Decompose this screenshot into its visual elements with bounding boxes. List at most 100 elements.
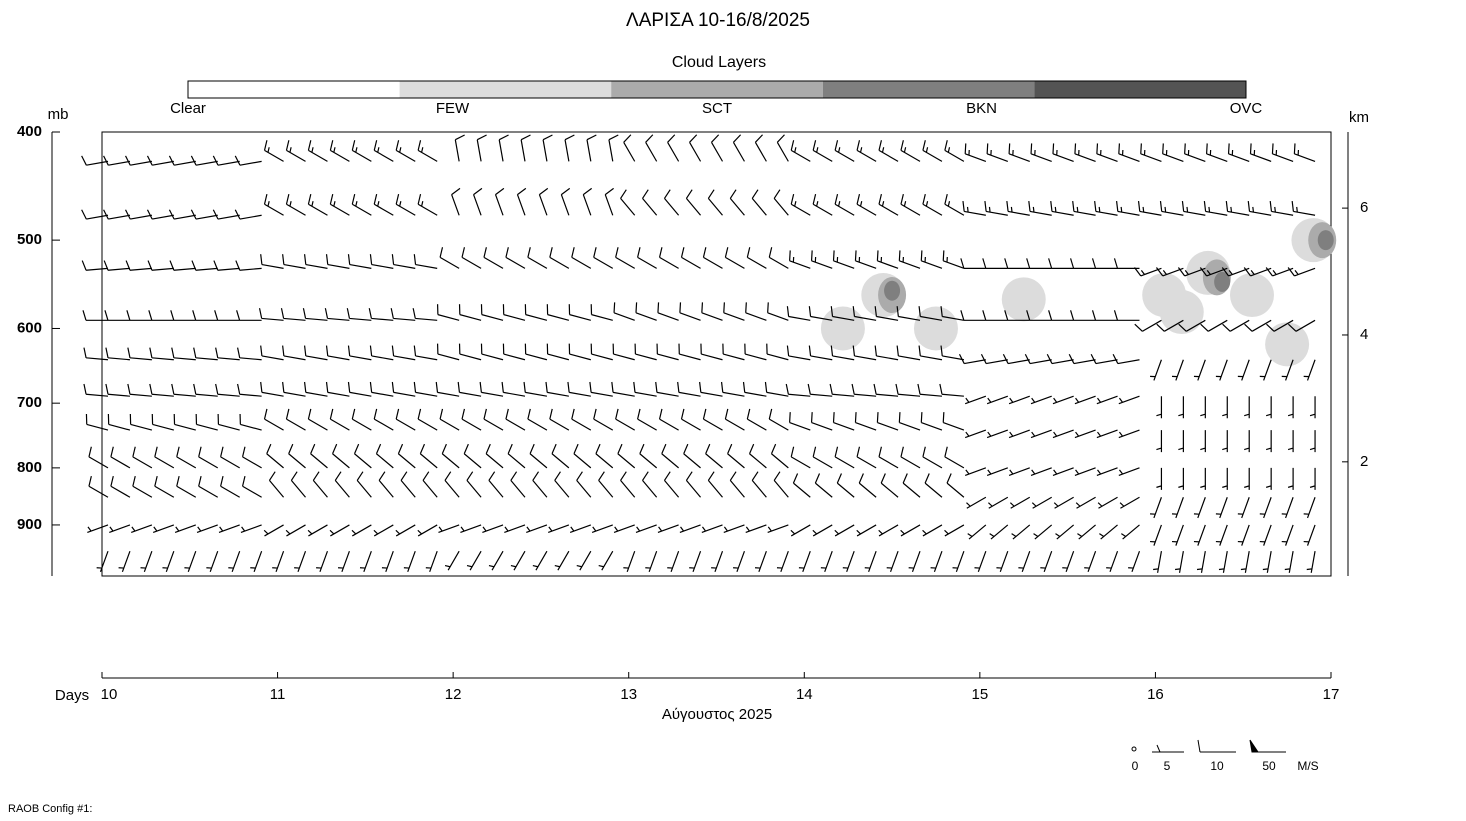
wind-barb <box>127 383 152 397</box>
wind-barb <box>1028 201 1052 216</box>
wind-barb <box>351 408 372 431</box>
wind-barb <box>745 302 767 321</box>
wind-barb <box>524 343 548 361</box>
wind-barb <box>940 345 965 361</box>
wind-barb <box>1048 310 1074 321</box>
wind-barb <box>215 347 240 361</box>
wind-barb <box>373 193 394 216</box>
wind-barb <box>1309 467 1316 490</box>
wind-barb <box>545 381 569 397</box>
wind-barb <box>878 524 899 537</box>
wind-barb <box>808 345 833 361</box>
wind-barb <box>576 550 592 571</box>
wind-barb <box>347 254 372 269</box>
wind-barb <box>1118 143 1140 162</box>
wind-barb <box>1205 143 1228 162</box>
wind-barb <box>285 140 306 162</box>
wind-barb <box>700 343 723 361</box>
wind-barb <box>593 247 614 269</box>
wind-barb <box>1052 467 1074 476</box>
wind-barb <box>235 260 262 271</box>
wind-barb <box>1171 497 1184 519</box>
wind-barb <box>790 140 811 162</box>
wind-barb <box>1178 319 1206 332</box>
wind-barb <box>412 308 438 321</box>
wind-barb <box>820 550 833 573</box>
wind-barb <box>832 412 855 431</box>
wind-barb <box>373 408 394 431</box>
wind-barb <box>1225 201 1250 216</box>
legend-label: BKN <box>966 100 997 117</box>
wind-barb <box>723 302 745 321</box>
wind-barb <box>218 524 240 534</box>
wind-barb <box>417 193 438 216</box>
wind-barb <box>874 306 899 321</box>
wind-barb <box>1156 396 1163 419</box>
wind-barb <box>325 345 350 361</box>
wind-barb <box>930 550 943 573</box>
wind-barb <box>1178 467 1184 490</box>
wind-barb <box>124 155 152 166</box>
wind-barb <box>260 345 284 361</box>
wind-barb <box>1200 467 1206 490</box>
wind-barb <box>213 260 240 271</box>
wind-barb <box>1052 395 1074 405</box>
y-tick-label: 500 <box>17 231 42 248</box>
wind-barb <box>395 408 416 431</box>
wind-barb <box>571 247 592 269</box>
wind-barb <box>347 381 372 397</box>
wind-barb <box>680 408 701 431</box>
wind-barb <box>964 467 987 476</box>
wind-barb <box>239 413 262 431</box>
wind-barb <box>663 189 680 216</box>
wind-barb <box>413 381 438 397</box>
wind-barb <box>312 471 328 498</box>
wind-barb <box>510 471 526 498</box>
wind-barb <box>110 475 131 498</box>
wind-barb <box>634 343 657 361</box>
wind-barb <box>1070 310 1096 321</box>
wind-barb <box>658 408 679 431</box>
wind-barb <box>169 260 196 271</box>
wind-barb <box>742 381 767 397</box>
wind-barb <box>527 247 548 269</box>
wind-barb <box>303 345 328 361</box>
wind-barb <box>702 247 723 269</box>
wind-barb <box>1096 143 1118 162</box>
wind-barb <box>876 250 899 269</box>
wind-barb <box>260 381 284 397</box>
wind-barb <box>637 408 657 431</box>
wind-barb <box>460 524 482 534</box>
wind-barb <box>1011 524 1031 540</box>
wind-barb <box>699 381 723 397</box>
legend-swatch <box>611 81 823 98</box>
wind-barb <box>854 250 877 269</box>
wind-barb <box>589 381 613 397</box>
wind-barb <box>900 193 921 216</box>
wind-barb <box>1052 429 1074 439</box>
wind-barb <box>1193 524 1206 546</box>
wind-barb <box>667 134 680 162</box>
wind-barb <box>980 353 1008 365</box>
wind-barb <box>986 429 1009 439</box>
wind-barb <box>958 353 986 365</box>
wind-barb <box>151 413 174 431</box>
wind-barb <box>190 209 218 220</box>
wind-barb <box>285 193 306 216</box>
wind-barb <box>1193 497 1206 519</box>
cloud <box>1001 277 1046 322</box>
wind-barb <box>1140 143 1162 162</box>
wind-barb <box>711 550 724 573</box>
wind-barb <box>1004 310 1030 321</box>
wind-barb <box>1247 201 1272 216</box>
wind-barb <box>325 254 350 269</box>
wind-barb <box>1303 524 1316 546</box>
wind-barb <box>986 143 1009 162</box>
wind-barb <box>378 471 394 498</box>
wind-barb <box>1074 143 1096 162</box>
wind-barb <box>391 345 416 361</box>
wind-barb <box>1006 201 1030 216</box>
wind-barb <box>679 302 701 321</box>
wind-barb <box>395 140 416 162</box>
wind-barb <box>874 345 899 361</box>
